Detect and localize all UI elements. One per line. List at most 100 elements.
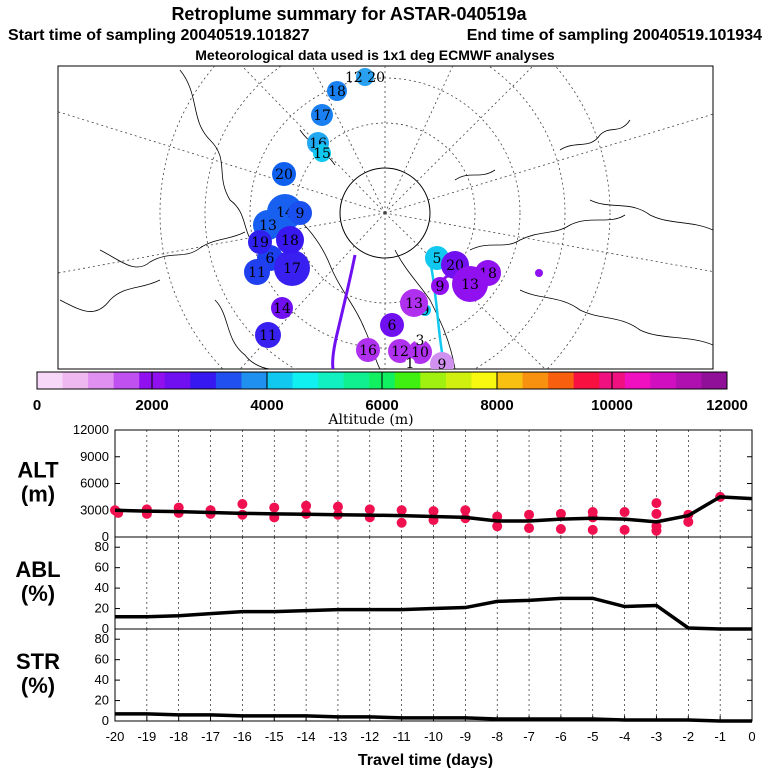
colorbar-cell	[573, 372, 600, 389]
cluster-dot	[288, 201, 312, 225]
x-tick-label: -12	[360, 729, 379, 744]
panel-ylabel: (%)	[21, 673, 55, 698]
colorbar-cell	[675, 372, 702, 389]
x-tick-label: -16	[233, 729, 252, 744]
colorbar-cell	[241, 372, 268, 389]
figure-title: Retroplume summary for ASTAR-040519a	[171, 4, 527, 24]
cluster-marker: 20	[272, 162, 296, 186]
colorbar-cell	[62, 372, 89, 389]
colorbar-cell	[497, 372, 524, 389]
cluster-dot	[274, 250, 310, 286]
cluster-dot	[380, 313, 404, 337]
altitude-point	[587, 524, 598, 535]
cluster-dot	[327, 81, 347, 101]
cluster-label: 9	[438, 357, 447, 373]
cluster-dot	[430, 352, 454, 369]
colorbar-cell	[190, 372, 217, 389]
cluster-dot	[388, 339, 412, 363]
cluster-dot	[356, 338, 380, 362]
y-tick-label: 9000	[80, 449, 109, 464]
outlier-dot	[535, 269, 543, 277]
altitude-point	[396, 517, 407, 528]
colorbar-cell	[420, 372, 447, 389]
cluster-dot	[311, 104, 333, 126]
altitude-point	[332, 501, 343, 512]
altitude-point	[396, 505, 407, 516]
y-tick-label: 20	[95, 693, 109, 708]
x-tick-label: -4	[619, 729, 631, 744]
altitude-point	[428, 506, 439, 517]
cluster-label: 6	[388, 318, 397, 334]
x-tick-label: -9	[460, 729, 472, 744]
x-tick-label: -15	[265, 729, 284, 744]
colorbar-tick-label: 8000	[480, 397, 513, 414]
cluster-label: 17	[313, 108, 331, 124]
x-tick-label: 0	[748, 729, 755, 744]
x-tick-label: -10	[424, 729, 443, 744]
y-tick-label: 80	[95, 631, 109, 646]
cluster-marker: 13	[400, 289, 428, 317]
cluster-marker: 14	[271, 297, 293, 319]
panel-ylabel: ALT	[17, 458, 59, 483]
colorbar-cells	[37, 372, 728, 389]
colorbar-cell	[522, 372, 549, 389]
cluster-label: 9	[436, 279, 445, 295]
cluster-marker: 13	[452, 266, 488, 302]
y-tick-label: 0	[102, 713, 109, 728]
colorbar-cell	[292, 372, 319, 389]
trajectory-path	[331, 254, 357, 369]
colorbar-cell	[471, 372, 498, 389]
colorbar-cell	[650, 372, 677, 389]
cluster-label: 10	[411, 345, 429, 361]
panel-ylabel: STR	[16, 649, 60, 674]
cluster-dot	[408, 340, 432, 364]
cluster-marker: 11	[255, 322, 281, 348]
colorbar-label: Altitude (m)	[327, 412, 413, 428]
cluster-dot	[276, 226, 304, 254]
cluster-dot	[415, 335, 425, 345]
cluster-marker: 17	[274, 250, 310, 286]
cluster-marker: 3	[415, 333, 425, 349]
cluster-dot	[271, 297, 293, 319]
colorbar-cell	[343, 372, 370, 389]
cluster-dot	[356, 68, 374, 86]
cluster-label: 16	[359, 343, 377, 359]
x-tick-label: -8	[491, 729, 503, 744]
x-tick-label: -6	[555, 729, 567, 744]
x-tick-label: -14	[297, 729, 316, 744]
altitude-point	[651, 498, 662, 509]
cluster-marker: 10	[408, 340, 432, 364]
altitude-point	[524, 509, 535, 520]
y-tick-label: 6000	[80, 476, 109, 491]
y-tick-label: 60	[95, 560, 109, 575]
cluster-marker: 19	[248, 230, 272, 254]
x-tick-label: -18	[169, 729, 188, 744]
x-tick-label: -19	[137, 729, 156, 744]
colorbar-cell	[113, 372, 140, 389]
cluster-label: 11	[259, 328, 277, 344]
cluster-marker: 11	[244, 259, 270, 285]
colorbar-cell	[164, 372, 191, 389]
series-line	[114, 495, 753, 524]
colorbar-cell	[624, 372, 651, 389]
cluster-label: 15	[313, 146, 331, 162]
colorbar-tick-label: 10000	[591, 397, 633, 414]
cluster-marker: 18	[276, 226, 304, 254]
cluster-marker: 17	[311, 104, 333, 126]
cluster-dot	[313, 144, 331, 162]
x-axis-label: Travel time (days)	[358, 752, 493, 768]
altitude-point	[651, 525, 662, 536]
colorbar-cell	[37, 372, 64, 389]
colorbar-tick-label: 6000	[365, 397, 398, 414]
cluster-marker: 6	[380, 313, 404, 337]
y-tick-label: 40	[95, 580, 109, 595]
series-line	[115, 596, 752, 631]
colorbar-cell	[88, 372, 115, 389]
cluster-label: 20	[275, 167, 293, 183]
cluster-label: 9	[296, 206, 305, 222]
